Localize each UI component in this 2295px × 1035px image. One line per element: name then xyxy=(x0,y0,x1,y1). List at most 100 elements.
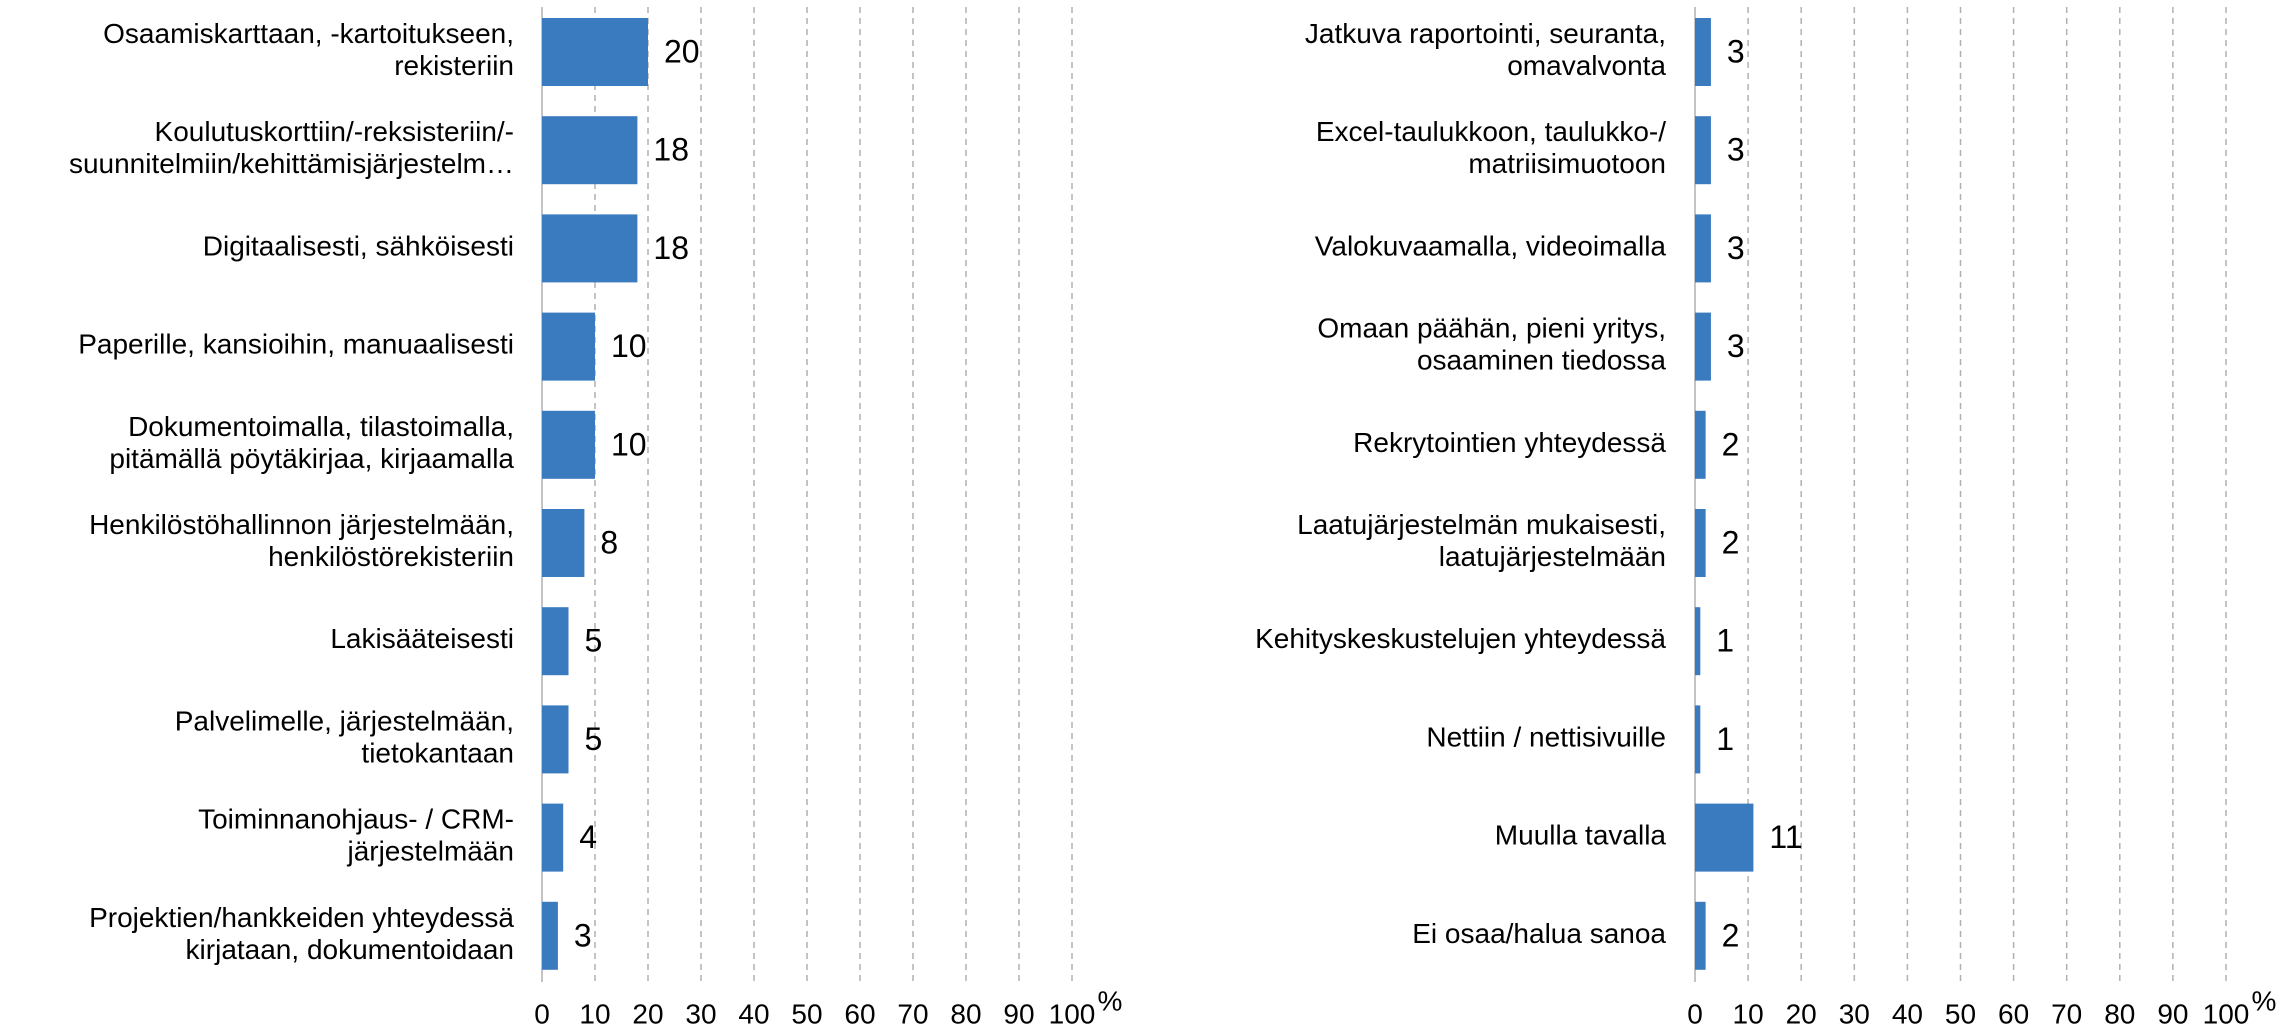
y-tick-label-line: Omaan päähän, pieni yritys, xyxy=(1317,313,1666,344)
y-tick-label-line: kirjataan, dokumentoidaan xyxy=(186,934,514,965)
data-label: 18 xyxy=(653,132,689,168)
bar xyxy=(542,410,595,479)
bar xyxy=(1695,901,1706,970)
y-tick-label: Excel-taulukkoon, taulukko-/matriisimuot… xyxy=(1316,117,1666,180)
y-tick-label-line: Projektien/hankkeiden yhteydessä xyxy=(89,902,514,933)
y-tick-label-line: Excel-taulukkoon, taulukko-/ xyxy=(1316,117,1666,148)
y-tick-label: Valokuvaamalla, videoimalla xyxy=(1315,231,1667,262)
y-tick-label: Laatujärjestelmän mukaisesti, laatujärjes… xyxy=(1297,509,1666,572)
data-label: 3 xyxy=(1727,132,1745,168)
bar xyxy=(542,214,638,283)
x-tick-label: 50 xyxy=(791,998,822,1029)
bar xyxy=(542,509,585,577)
x-tick-label: 30 xyxy=(1839,998,1870,1029)
y-tick-label-line: Palvelimelle, järjestelmään, xyxy=(175,706,514,737)
x-tick-label: 60 xyxy=(1998,998,2029,1029)
y-tick-label: Palvelimelle, järjestelmään, tietokantaan xyxy=(175,706,514,769)
y-tick-label-line: rekisteriin xyxy=(394,50,514,81)
y-tick-label: Paperille, kansioihin, manuaalisesti xyxy=(78,329,514,360)
data-label: 20 xyxy=(664,33,700,69)
y-tick-label: Koulutuskorttiin/-reksisteriin/-suunnite… xyxy=(69,117,514,180)
data-label: 18 xyxy=(653,230,689,266)
bar xyxy=(1695,116,1711,185)
y-tick-label-line: matriisimuotoon xyxy=(1468,149,1666,180)
x-tick-label: 90 xyxy=(2157,998,2188,1029)
y-tick-label: Omaan päähän, pieni yritys, osaaminen tie… xyxy=(1317,313,1666,376)
data-label: 5 xyxy=(585,721,603,757)
x-tick-label: 50 xyxy=(1945,998,1976,1029)
y-tick-label: Digitaalisesti, sähköisesti xyxy=(203,231,514,262)
x-tick-label: 20 xyxy=(632,998,663,1029)
y-tick-label-line: Henkilöstöhallinnon järjestelmään, xyxy=(89,509,514,540)
data-label: 3 xyxy=(1727,328,1745,364)
y-tick-label-line: Rekrytointien yhteydessä xyxy=(1353,427,1666,458)
data-label: 10 xyxy=(611,328,647,364)
x-tick-label: 40 xyxy=(1892,998,1923,1029)
data-label: 2 xyxy=(1722,426,1740,462)
bar xyxy=(542,607,569,676)
x-tick-label: 60 xyxy=(844,998,875,1029)
x-axis-label: % xyxy=(1098,985,1123,1016)
y-tick-label: Muulla tavalla xyxy=(1495,820,1667,851)
bar xyxy=(542,312,595,381)
bar xyxy=(1695,410,1706,479)
data-label: 2 xyxy=(1722,524,1740,560)
data-label: 3 xyxy=(1727,33,1745,69)
y-tick-label-line: Koulutuskorttiin/-reksisteriin/- xyxy=(155,117,514,148)
y-tick-label-line: Paperille, kansioihin, manuaalisesti xyxy=(78,329,514,360)
data-label: 8 xyxy=(600,524,618,560)
data-label: 1 xyxy=(1716,623,1734,659)
y-tick-label-line: omavalvonta xyxy=(1507,50,1666,81)
y-tick-label-line: tietokantaan xyxy=(361,738,514,769)
bar xyxy=(542,18,648,86)
y-tick-label: Jatkuva raportointi, seuranta, omavalvont… xyxy=(1305,18,1667,81)
x-tick-label: 30 xyxy=(685,998,716,1029)
x-tick-label: 70 xyxy=(2051,998,2082,1029)
y-tick-label-line: suunnitelmiin/kehittämisjärjestelm… xyxy=(69,149,514,180)
y-tick-label: Nettiin / nettisivuille xyxy=(1426,722,1666,753)
y-tick-label: Toiminnanohjaus- / CRM-järjestelmään xyxy=(198,804,514,867)
x-tick-label: 20 xyxy=(1786,998,1817,1029)
data-label: 3 xyxy=(574,917,592,953)
x-tick-label: 80 xyxy=(2104,998,2135,1029)
y-tick-label-line: Digitaalisesti, sähköisesti xyxy=(203,231,514,262)
data-label: 3 xyxy=(1727,230,1745,266)
data-label: 10 xyxy=(611,426,647,462)
y-tick-label-line: Laatujärjestelmän mukaisesti, xyxy=(1297,509,1666,540)
y-tick-label-line: Muulla tavalla xyxy=(1495,820,1667,851)
y-tick-label: Kehityskeskustelujen yhteydessä xyxy=(1255,624,1666,655)
data-label: 4 xyxy=(579,819,597,855)
y-tick-label-line: Lakisääteisesti xyxy=(330,624,514,655)
bar xyxy=(1695,607,1701,676)
x-tick-label: 0 xyxy=(1687,998,1703,1029)
y-tick-label-line: Dokumentoimalla, tilastoimalla, xyxy=(128,411,514,442)
x-tick-label: 80 xyxy=(950,998,981,1029)
x-tick-label: 90 xyxy=(1003,998,1034,1029)
y-tick-label-line: henkilöstörekisteriin xyxy=(268,541,514,572)
x-tick-label: 100 xyxy=(1049,998,1096,1029)
bar xyxy=(1695,214,1711,283)
bar xyxy=(1695,18,1711,86)
y-tick-label-line: Valokuvaamalla, videoimalla xyxy=(1315,231,1667,262)
x-tick-label: 70 xyxy=(897,998,928,1029)
data-label: 2 xyxy=(1722,917,1740,953)
y-tick-label-line: osaaminen tiedossa xyxy=(1417,345,1666,376)
y-tick-label: Rekrytointien yhteydessä xyxy=(1353,427,1666,458)
x-tick-label: 0 xyxy=(534,998,550,1029)
y-tick-label-line: pitämällä pöytäkirjaa, kirjaamalla xyxy=(109,443,514,474)
y-tick-label: Ei osaa/halua sanoa xyxy=(1412,918,1666,949)
x-axis-label: % xyxy=(2252,985,2277,1016)
x-tick-label: 100 xyxy=(2203,998,2250,1029)
y-tick-label-line: Ei osaa/halua sanoa xyxy=(1412,918,1666,949)
bar xyxy=(542,803,564,872)
y-tick-label: Osaamiskarttaan, -kartoitukseen, rekister… xyxy=(103,18,514,81)
y-tick-label-line: Jatkuva raportointi, seuranta, xyxy=(1305,18,1666,49)
y-tick-label-line: Nettiin / nettisivuille xyxy=(1426,722,1666,753)
y-tick-label-line: järjestelmään xyxy=(346,836,514,867)
x-tick-label: 10 xyxy=(1733,998,1764,1029)
bar xyxy=(542,901,558,970)
bar xyxy=(1695,312,1711,381)
data-label: 1 xyxy=(1716,721,1734,757)
data-label: 5 xyxy=(585,623,603,659)
